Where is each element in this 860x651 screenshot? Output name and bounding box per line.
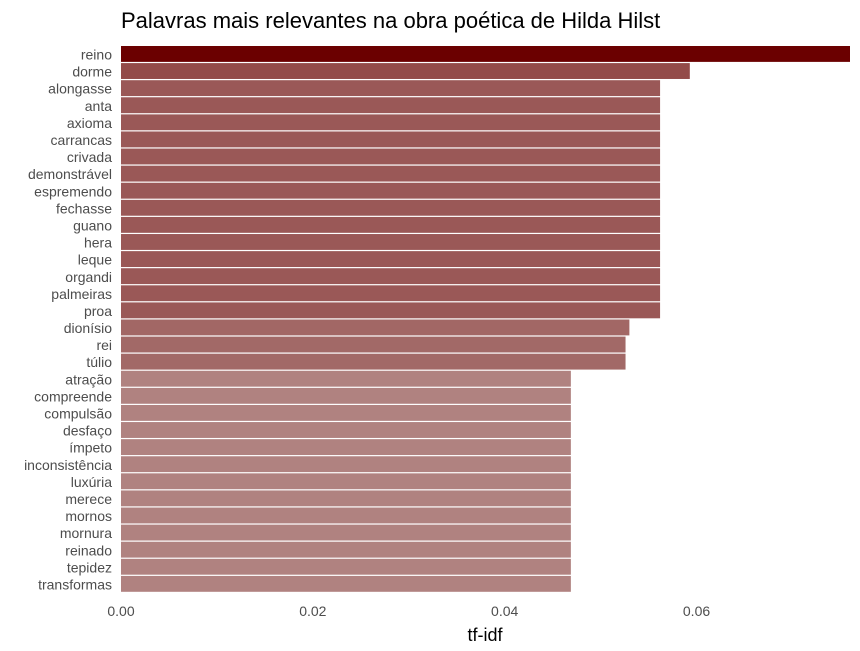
category-label: leque — [78, 252, 112, 268]
category-label: demonstrável — [28, 166, 112, 182]
bars-group — [121, 46, 850, 592]
category-label: desfaço — [63, 423, 112, 439]
category-label: ímpeto — [69, 440, 112, 456]
category-label: dorme — [72, 64, 112, 80]
bar-29 — [121, 541, 571, 558]
bar-6 — [121, 148, 661, 165]
bar-5 — [121, 131, 661, 148]
bar-30 — [121, 558, 571, 575]
bar-22 — [121, 422, 571, 438]
bar-23 — [121, 439, 571, 456]
bar-14 — [121, 285, 661, 302]
bar-3 — [121, 97, 661, 114]
category-label: espremendo — [34, 183, 112, 199]
category-label: compreende — [34, 388, 112, 404]
category-label: palmeiras — [51, 286, 112, 302]
category-label: alongasse — [48, 81, 112, 97]
bar-21 — [121, 404, 571, 421]
x-axis-ticks: 0.00 0.02 0.04 0.06 — [107, 603, 710, 619]
chart-title: Palavras mais relevantes na obra poética… — [121, 8, 660, 33]
bar-7 — [121, 165, 661, 182]
bar-0 — [121, 46, 850, 62]
bar-1 — [121, 63, 690, 79]
x-tick-label: 0.00 — [107, 603, 134, 619]
category-label: crivada — [67, 149, 112, 165]
category-label: carrancas — [51, 132, 112, 148]
category-label: axioma — [67, 115, 112, 131]
category-label: túlio — [86, 354, 112, 370]
category-label: mornura — [60, 525, 112, 541]
bar-26 — [121, 490, 571, 507]
bar-9 — [121, 199, 661, 216]
category-label: guano — [73, 217, 112, 233]
category-label: transformas — [38, 576, 112, 592]
bar-16 — [121, 319, 630, 336]
bar-8 — [121, 182, 661, 199]
bar-18 — [121, 353, 626, 370]
category-label: organdi — [65, 269, 112, 285]
x-tick-label: 0.04 — [491, 603, 518, 619]
category-label: proa — [84, 303, 112, 319]
category-label: dionísio — [64, 320, 112, 336]
bar-20 — [121, 387, 571, 404]
bar-31 — [121, 575, 571, 592]
bar-4 — [121, 114, 661, 131]
bar-28 — [121, 524, 571, 541]
category-label: mornos — [65, 508, 112, 524]
category-label: fechasse — [56, 200, 112, 216]
category-labels: reinodormealongasseantaaxiomacarrancascr… — [24, 47, 112, 593]
bar-17 — [121, 336, 626, 353]
category-label: anta — [85, 98, 112, 114]
category-label: tepidez — [67, 559, 112, 575]
category-label: reinado — [65, 542, 112, 558]
category-label: rei — [96, 337, 112, 353]
category-label: compulsão — [44, 406, 112, 422]
x-tick-label: 0.06 — [683, 603, 710, 619]
bar-24 — [121, 456, 571, 473]
bar-12 — [121, 251, 661, 268]
category-label: hera — [84, 235, 112, 251]
bar-27 — [121, 507, 571, 524]
category-label: merece — [65, 491, 112, 507]
category-label: luxúria — [71, 474, 112, 490]
bar-11 — [121, 234, 661, 250]
bar-10 — [121, 216, 661, 233]
bar-15 — [121, 302, 661, 319]
bar-19 — [121, 370, 571, 387]
bar-2 — [121, 80, 661, 97]
category-label: atração — [65, 371, 112, 387]
bar-13 — [121, 268, 661, 285]
x-axis-title: tf-idf — [467, 625, 503, 645]
category-label: inconsistência — [24, 457, 112, 473]
category-label: reino — [81, 47, 112, 63]
bar-25 — [121, 473, 571, 490]
x-tick-label: 0.02 — [299, 603, 326, 619]
